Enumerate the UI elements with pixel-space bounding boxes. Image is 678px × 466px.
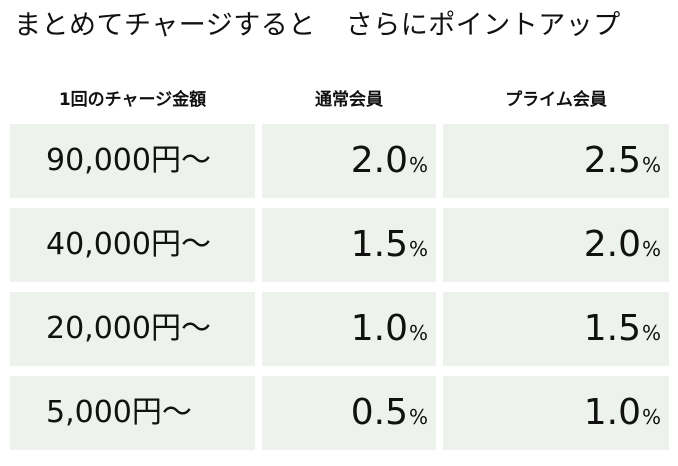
percent-unit: % <box>408 237 428 261</box>
header-regular-member: 通常会員 <box>315 90 383 110</box>
rate-value: 1.5 <box>350 224 408 265</box>
table-header: 1回のチャージ金額 通常会員 プライム会員 <box>0 84 678 116</box>
rate-value: 2.0 <box>583 224 641 265</box>
prime-rate-cell: 1.5% <box>443 292 669 366</box>
rate-value: 2.0 <box>350 140 408 181</box>
percent-unit: % <box>408 153 428 177</box>
table-row: 40,000円〜 1.5% 2.0% <box>0 208 678 282</box>
rate-value: 1.5 <box>583 308 641 349</box>
header-charge-amount: 1回のチャージ金額 <box>58 90 207 110</box>
percent-unit: % <box>641 237 661 261</box>
prime-rate-cell: 2.0% <box>443 208 669 282</box>
percent-unit: % <box>641 153 661 177</box>
percent-unit: % <box>408 321 428 345</box>
page-title: まとめてチャージすると さらにポイントアップ <box>14 6 674 46</box>
rate-value: 1.0 <box>350 308 408 349</box>
percent-unit: % <box>408 405 428 429</box>
prime-rate-cell: 2.5% <box>443 124 669 198</box>
charge-amount-cell: 40,000円〜 <box>10 208 255 282</box>
charge-amount-cell: 5,000円〜 <box>10 376 255 450</box>
rate-value: 1.0 <box>583 392 641 433</box>
table-row: 5,000円〜 0.5% 1.0% <box>0 376 678 450</box>
title-part-2: さらにポイントアップ <box>345 10 621 41</box>
regular-rate-cell: 0.5% <box>262 376 436 450</box>
percent-unit: % <box>641 321 661 345</box>
title-part-1: まとめてチャージすると <box>14 10 316 41</box>
table-row: 90,000円〜 2.0% 2.5% <box>0 124 678 198</box>
table-row: 20,000円〜 1.0% 1.5% <box>0 292 678 366</box>
prime-rate-cell: 1.0% <box>443 376 669 450</box>
regular-rate-cell: 1.5% <box>262 208 436 282</box>
regular-rate-cell: 1.0% <box>262 292 436 366</box>
percent-unit: % <box>641 405 661 429</box>
rate-value: 0.5 <box>350 392 408 433</box>
charge-amount-cell: 90,000円〜 <box>10 124 255 198</box>
header-prime-member: プライム会員 <box>505 90 607 110</box>
charge-amount-cell: 20,000円〜 <box>10 292 255 366</box>
rate-value: 2.5 <box>583 140 641 181</box>
regular-rate-cell: 2.0% <box>262 124 436 198</box>
